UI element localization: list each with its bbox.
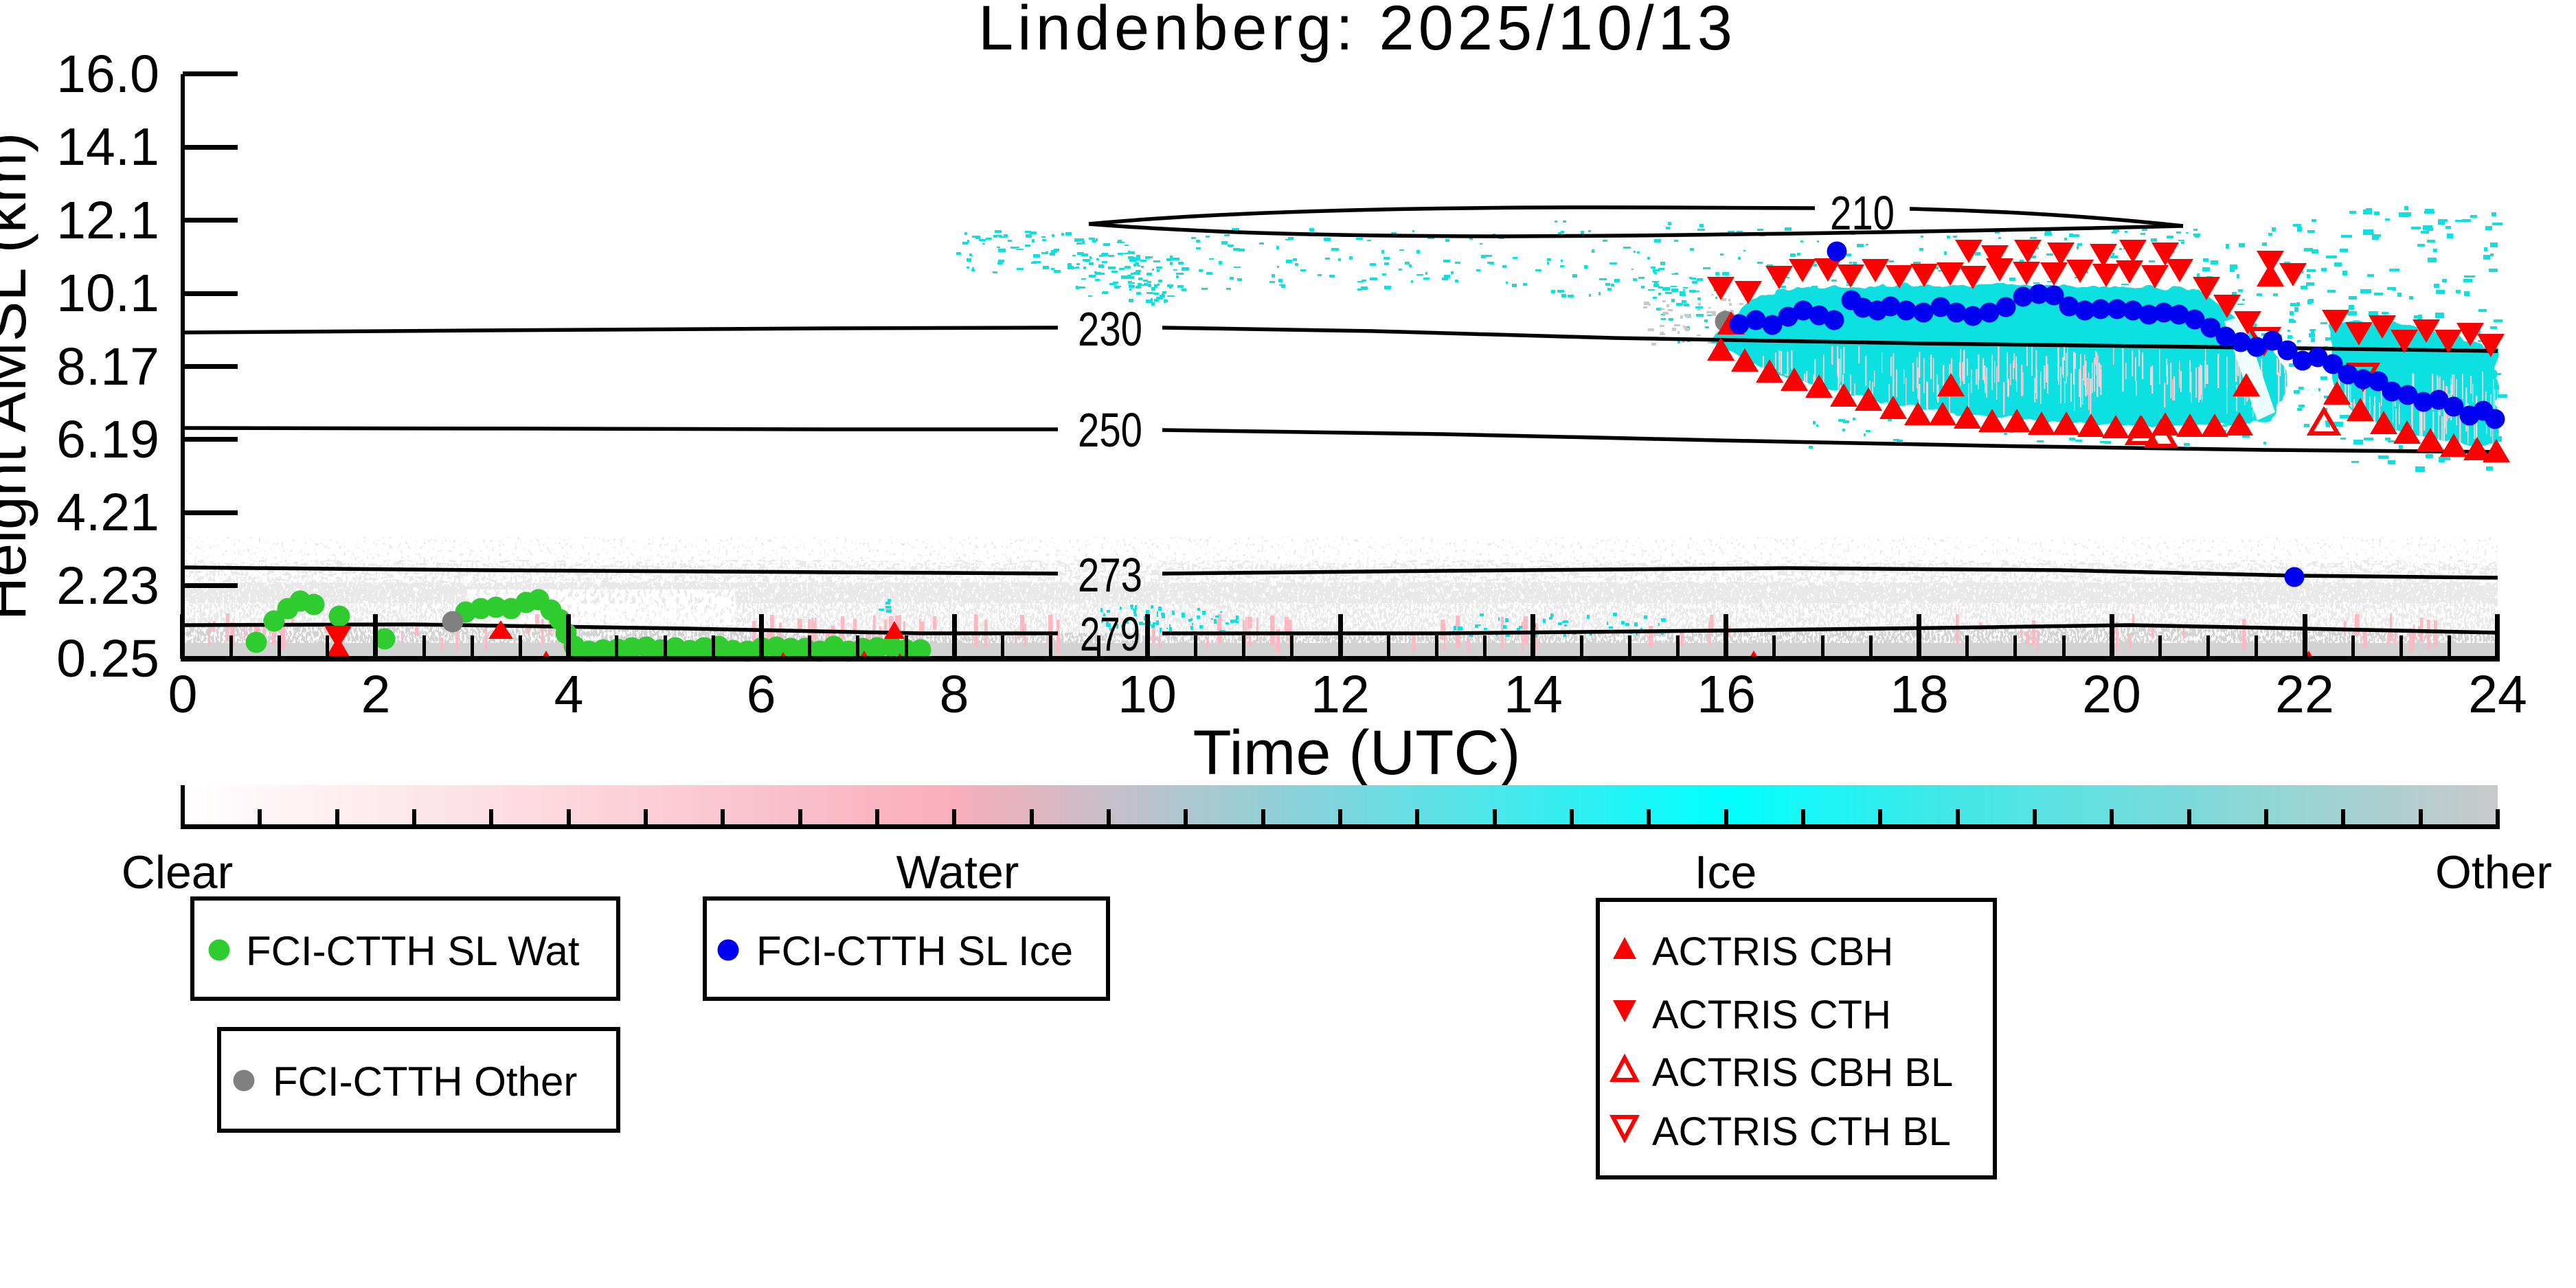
- svg-text:250: 250: [1078, 403, 1142, 457]
- svg-text:279: 279: [1080, 607, 1140, 661]
- svg-text:12: 12: [1311, 665, 1370, 724]
- svg-text:Lindenberg: 2025/10/13: Lindenberg: 2025/10/13: [978, 0, 1737, 63]
- svg-text:6: 6: [747, 665, 776, 724]
- svg-text:FCI-CTTH Other: FCI-CTTH Other: [273, 1059, 577, 1105]
- svg-text:12.1: 12.1: [56, 191, 159, 250]
- svg-text:Water: Water: [896, 846, 1019, 899]
- svg-text:22: 22: [2275, 665, 2334, 724]
- svg-text:230: 230: [1078, 302, 1142, 356]
- svg-text:14: 14: [1504, 665, 1563, 724]
- svg-text:Other: Other: [2435, 846, 2552, 899]
- svg-text:20: 20: [2082, 665, 2141, 724]
- svg-text:ACTRIS CTH: ACTRIS CTH: [1652, 993, 1891, 1037]
- svg-text:8.17: 8.17: [56, 337, 159, 396]
- svg-text:ACTRIS CBH BL: ACTRIS CBH BL: [1652, 1050, 1953, 1095]
- svg-text:8: 8: [940, 665, 969, 724]
- svg-text:2.23: 2.23: [56, 556, 159, 615]
- svg-text:ACTRIS CTH BL: ACTRIS CTH BL: [1652, 1109, 1951, 1154]
- svg-text:273: 273: [1078, 548, 1142, 602]
- svg-text:0.25: 0.25: [56, 629, 159, 688]
- svg-text:6.19: 6.19: [56, 410, 159, 469]
- svg-text:16: 16: [1697, 665, 1756, 724]
- svg-text:Ice: Ice: [1695, 846, 1757, 899]
- svg-text:210: 210: [1830, 186, 1895, 240]
- svg-text:4: 4: [554, 665, 584, 724]
- svg-text:FCI-CTTH SL Wat: FCI-CTTH SL Wat: [246, 928, 580, 974]
- svg-text:0: 0: [168, 665, 198, 724]
- svg-text:FCI-CTTH SL Ice: FCI-CTTH SL Ice: [756, 928, 1073, 974]
- svg-text:10: 10: [1118, 665, 1177, 724]
- svg-text:2: 2: [361, 665, 391, 724]
- svg-text:Height AMSL (km): Height AMSL (km): [0, 133, 38, 621]
- svg-text:4.21: 4.21: [56, 483, 159, 542]
- svg-text:14.1: 14.1: [56, 117, 159, 177]
- svg-text:18: 18: [1890, 665, 1949, 724]
- svg-text:16.0: 16.0: [56, 45, 159, 104]
- svg-text:Clear: Clear: [122, 846, 234, 899]
- svg-text:24: 24: [2468, 665, 2527, 724]
- svg-text:Time (UTC): Time (UTC): [1193, 718, 1521, 788]
- svg-text:ACTRIS CBH: ACTRIS CBH: [1652, 929, 1893, 974]
- svg-text:10.1: 10.1: [56, 264, 159, 323]
